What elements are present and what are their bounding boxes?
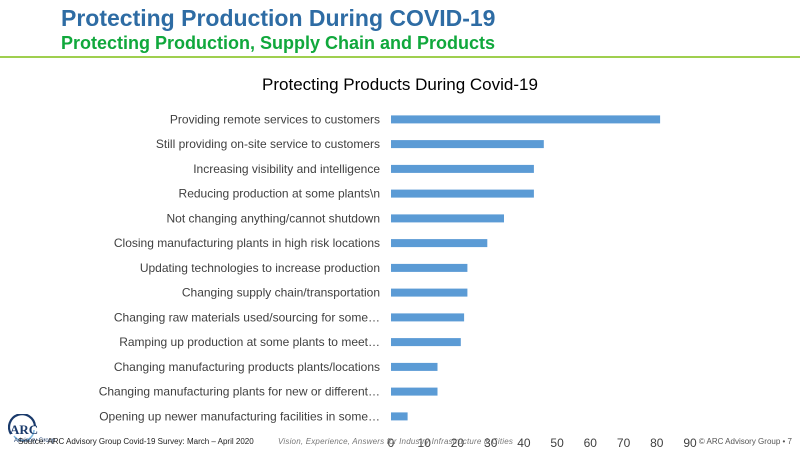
source-note: Source: ARC Advisory Group Covid-19 Surv… [18, 437, 254, 446]
category-label: Opening up newer manufacturing facilitie… [99, 409, 380, 423]
bar [391, 214, 504, 223]
category-label: Providing remote services to customers [170, 112, 380, 126]
x-tick-label: 90 [683, 436, 697, 450]
x-tick-label: 70 [617, 436, 631, 450]
bar [391, 313, 465, 322]
arc-logo-icon [8, 414, 37, 442]
x-tick-label: 30 [484, 436, 498, 450]
bar [391, 263, 468, 272]
category-label: Changing manufacturing products plants/l… [114, 360, 380, 374]
category-labels: Providing remote services to customers St… [99, 112, 381, 423]
bar [391, 164, 534, 173]
tagline: Vision, Experience, Answers for Industry… [278, 437, 514, 446]
category-label: Changing raw materials used/sourcing for… [114, 310, 380, 324]
x-tick-label: 80 [650, 436, 664, 450]
header-divider [0, 56, 800, 58]
x-tick-label: 60 [584, 436, 598, 450]
x-tick-label: 50 [550, 436, 564, 450]
bar [391, 362, 438, 371]
page-title: Protecting Production During COVID-19 [61, 5, 496, 31]
category-label: Ramping up production at some plants to … [119, 335, 380, 349]
category-label: Not changing anything/cannot shutdown [167, 211, 381, 225]
category-label: Updating technologies to increase produc… [140, 261, 380, 275]
bar [391, 140, 544, 149]
bar [391, 189, 534, 198]
category-label: Changing supply chain/transportation [182, 286, 380, 300]
bar [391, 239, 488, 248]
logo-text: ARC [10, 422, 39, 437]
bar [391, 115, 661, 124]
x-tick-label: 10 [418, 436, 432, 450]
bars-group [391, 115, 661, 421]
category-label: Changing manufacturing plants for new or… [99, 385, 380, 399]
category-label: Still providing on-site service to custo… [156, 137, 380, 151]
category-label: Reducing production at some plants\n [179, 187, 380, 201]
bar [391, 288, 468, 297]
copyright: © ARC Advisory Group • 7 [698, 437, 792, 446]
page-subtitle: Protecting Production, Supply Chain and … [61, 33, 496, 53]
chart-title: Protecting Products During Covid-19 [262, 75, 538, 94]
bar [391, 338, 461, 347]
x-tick-label: 20 [451, 436, 465, 450]
category-label: Increasing visibility and intelligence [193, 162, 380, 176]
logo-subtext: Advisory Group [14, 438, 56, 444]
category-label: Closing manufacturing plants in high ris… [114, 236, 380, 250]
x-tick-label: 0 [388, 436, 395, 450]
x-tick-labels: 0 10 20 30 40 50 60 70 80 90 [388, 436, 697, 450]
x-tick-label: 40 [517, 436, 531, 450]
bar [391, 387, 438, 396]
bar [391, 412, 408, 421]
